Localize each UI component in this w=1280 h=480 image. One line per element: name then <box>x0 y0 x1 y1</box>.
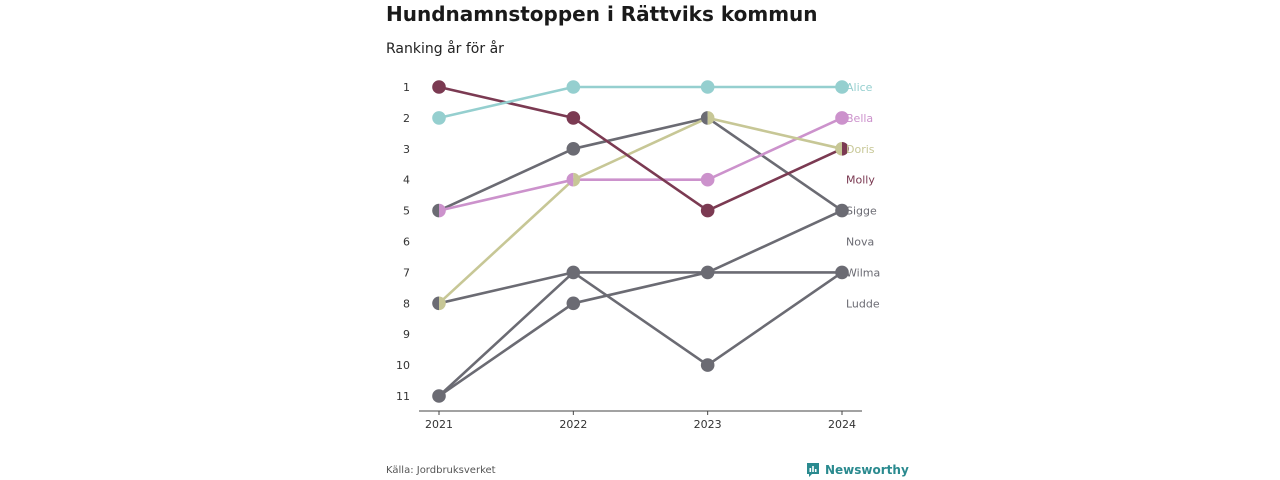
x-tick-label: 2022 <box>559 418 587 431</box>
data-point-segment <box>439 296 446 311</box>
data-point-segment <box>835 142 842 156</box>
y-tick-label: 4 <box>403 174 410 187</box>
series-lines <box>437 85 844 398</box>
x-tick-label: 2023 <box>694 418 722 431</box>
data-point <box>700 172 715 187</box>
series-line-wilma <box>437 271 844 305</box>
series-line-sigge <box>437 116 844 212</box>
data-point <box>700 203 715 218</box>
data-point-segment <box>707 111 715 125</box>
series-line-bella <box>437 116 844 212</box>
series-label-alice: Alice <box>846 81 873 94</box>
chart-title: Hundnamnstoppen i Rättviks kommun <box>386 2 818 26</box>
series-points <box>432 80 849 403</box>
series-end-labels: Alice Bella Doris Molly Sigge Nova Wilma Ludde <box>846 81 880 310</box>
data-point <box>700 265 715 280</box>
data-point <box>566 142 581 156</box>
series-label-bella: Bella <box>846 112 873 125</box>
series-label-molly: Molly <box>846 174 875 187</box>
chart-axes: 2021 2022 2023 2024 1 2 3 4 5 6 7 8 9 10 11 <box>396 81 862 431</box>
series-label-wilma: Wilma <box>846 266 880 279</box>
y-tick-label: 1 <box>403 81 410 94</box>
y-tick-label: 7 <box>403 266 410 279</box>
brand-name: Newsworthy <box>825 463 909 477</box>
x-tick-label: 2024 <box>828 418 856 431</box>
series-line-alice <box>437 85 844 120</box>
series-label-ludde: Ludde <box>846 297 880 310</box>
data-point <box>835 203 849 218</box>
data-point-segment <box>842 142 849 156</box>
y-tick-label: 6 <box>403 236 410 249</box>
y-tick-label: 11 <box>396 390 410 403</box>
y-tick-label: 3 <box>403 143 410 156</box>
y-tick-label: 5 <box>403 205 410 218</box>
y-tick-label: 8 <box>403 297 410 310</box>
data-point <box>700 358 715 372</box>
y-tick-label: 9 <box>403 328 410 341</box>
data-point <box>432 80 446 94</box>
data-point <box>566 265 581 280</box>
series-label-nova: Nova <box>846 236 874 249</box>
series-line-nova <box>437 209 844 398</box>
data-point <box>566 111 581 125</box>
data-point-segment <box>700 111 708 125</box>
chart-subtitle: Ranking år för år <box>386 41 504 57</box>
data-point <box>566 296 581 311</box>
source-note: Källa: Jordbruksverket <box>386 465 496 476</box>
data-point <box>700 80 715 94</box>
data-point <box>432 389 446 403</box>
data-point-segment <box>566 172 574 187</box>
brand-logo: Newsworthy <box>806 462 909 478</box>
data-point-segment <box>573 172 581 187</box>
data-point <box>835 80 849 94</box>
data-point <box>835 111 849 125</box>
data-point-segment <box>439 203 446 218</box>
data-point <box>566 80 581 94</box>
data-point-segment <box>432 296 439 311</box>
data-point <box>432 111 446 125</box>
series-line-doris <box>437 116 844 305</box>
series-line-ludde <box>437 271 844 398</box>
data-point <box>835 265 849 280</box>
series-label-sigge: Sigge <box>846 205 877 218</box>
x-tick-label: 2021 <box>425 418 453 431</box>
data-point-segment <box>432 203 439 218</box>
y-tick-label: 2 <box>403 112 410 125</box>
series-label-doris: Doris <box>846 143 875 156</box>
y-tick-label: 10 <box>396 359 410 372</box>
newsworthy-logo-icon <box>807 463 819 477</box>
